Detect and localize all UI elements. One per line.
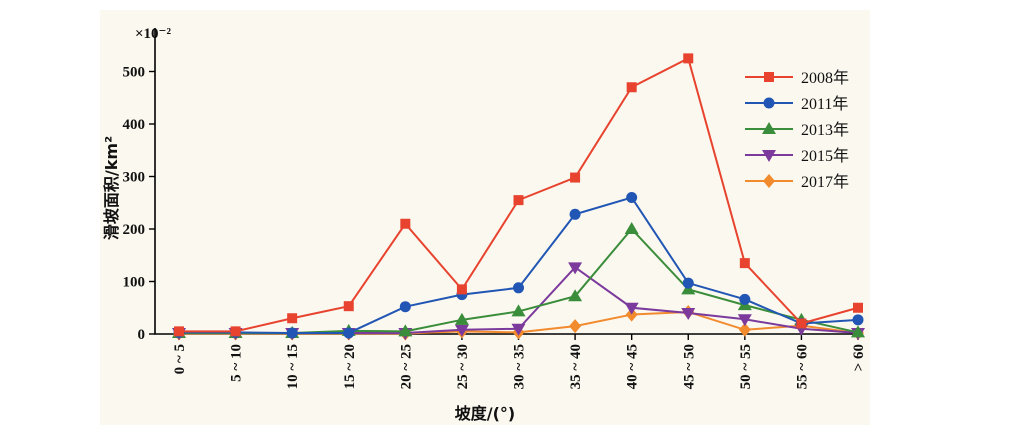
x-tick-label: 5 ~ 10 bbox=[229, 344, 245, 382]
legend-marker bbox=[762, 150, 776, 162]
data-point bbox=[626, 82, 637, 93]
data-point bbox=[454, 312, 469, 325]
data-point bbox=[400, 218, 411, 229]
data-point bbox=[682, 277, 694, 289]
data-point bbox=[511, 323, 526, 336]
data-point bbox=[624, 302, 639, 315]
y-tick-label: 500 bbox=[123, 65, 146, 81]
legend-marker bbox=[763, 174, 775, 188]
x-tick-label: 10 ~ 15 bbox=[285, 344, 301, 389]
data-point bbox=[683, 53, 694, 64]
data-point bbox=[737, 314, 752, 327]
legend-label: 2015年 bbox=[801, 147, 849, 165]
legend-marker bbox=[763, 97, 775, 109]
data-point bbox=[569, 319, 582, 334]
legend: 2008年 2011年 2013年 2015年 2017年 bbox=[745, 69, 849, 191]
data-point bbox=[174, 326, 184, 337]
data-point bbox=[511, 304, 526, 317]
data-point bbox=[399, 301, 411, 313]
data-point bbox=[454, 324, 469, 337]
legend-label: 2008年 bbox=[801, 69, 849, 87]
legend-item: 2008年 bbox=[745, 69, 849, 87]
data-point bbox=[343, 327, 355, 339]
data-point bbox=[853, 302, 863, 313]
x-tick-label: 55 ~ 60 bbox=[794, 344, 810, 389]
data-point bbox=[456, 284, 467, 295]
x-axis-title: 坡度/(°) bbox=[455, 404, 515, 423]
legend-item: 2011年 bbox=[745, 95, 848, 113]
data-point bbox=[286, 327, 298, 339]
data-point bbox=[570, 172, 581, 183]
x-tick-label: 50 ~ 55 bbox=[738, 344, 754, 389]
x-tick-label: 45 ~ 50 bbox=[681, 344, 697, 389]
data-point bbox=[398, 324, 413, 337]
x-tick-label: 25 ~ 30 bbox=[455, 344, 471, 389]
y-tick-label: 0 bbox=[138, 327, 146, 343]
y-tick-label: 200 bbox=[123, 222, 146, 238]
x-tick-label: 40 ~ 45 bbox=[625, 344, 641, 389]
legend-marker bbox=[762, 122, 776, 134]
data-point bbox=[738, 322, 751, 337]
legend-label: 2013年 bbox=[801, 121, 849, 139]
plot-background bbox=[100, 10, 870, 425]
data-point bbox=[624, 222, 639, 234]
data-point bbox=[681, 308, 696, 320]
series-layer bbox=[172, 53, 865, 341]
data-point bbox=[796, 318, 807, 329]
x-tick-label: > 60 bbox=[851, 344, 867, 371]
y-tick-label: 100 bbox=[123, 275, 146, 291]
x-tick-label: 15 ~ 20 bbox=[342, 344, 358, 389]
data-point bbox=[568, 289, 583, 302]
data-point bbox=[568, 262, 583, 275]
x-tick-label: 0 ~ 5 bbox=[172, 344, 188, 374]
data-point bbox=[851, 325, 865, 338]
data-point bbox=[513, 195, 524, 206]
legend-label: 2017年 bbox=[801, 173, 849, 191]
y-tick-label: 300 bbox=[123, 170, 146, 186]
data-point bbox=[230, 326, 241, 337]
x-tick-label: 30 ~ 35 bbox=[512, 344, 528, 389]
data-point bbox=[513, 282, 524, 294]
data-point bbox=[569, 208, 581, 220]
legend-label: 2011年 bbox=[801, 95, 848, 113]
legend-marker bbox=[764, 72, 774, 82]
y-axis-multiplier: ×10⁻² bbox=[135, 26, 171, 42]
series-2008 bbox=[174, 53, 863, 337]
data-point bbox=[739, 293, 751, 305]
data-point bbox=[739, 258, 750, 269]
x-tick-label: 20 ~ 25 bbox=[398, 344, 414, 389]
data-point bbox=[343, 301, 354, 312]
legend-item: 2017年 bbox=[745, 173, 849, 191]
y-axis-title: 滑坡面积/km² bbox=[102, 136, 121, 240]
legend-item: 2013年 bbox=[745, 121, 849, 139]
data-point bbox=[626, 192, 638, 203]
x-tick-label: 35 ~ 40 bbox=[568, 344, 584, 389]
y-tick-label: 400 bbox=[123, 117, 146, 133]
axes: 0 100 200 300 400 500 0 ~ 5 5 ~ 10 10 ~ 15 15 ~ 2… bbox=[123, 28, 867, 389]
legend-item: 2015年 bbox=[745, 147, 849, 165]
data-point bbox=[287, 313, 298, 324]
data-point bbox=[852, 314, 864, 326]
